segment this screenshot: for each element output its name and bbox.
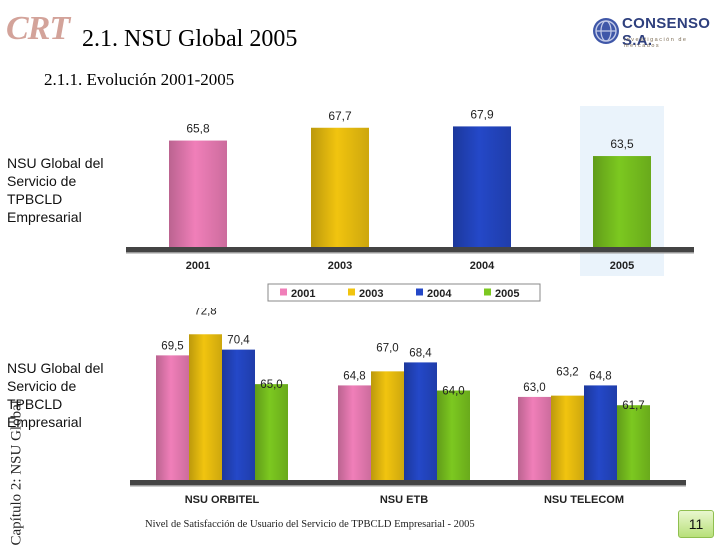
crt-logo: CRT [6, 10, 70, 47]
legend-swatch-2004 [416, 288, 423, 296]
bar-value-label-nsu-telecom-2005: 61,7 [622, 400, 644, 412]
bar-nsu-orbitel-2001 [156, 355, 189, 480]
operator-chart: 69,5 72,8 70,4 65,0 NSU ORBITEL 64,8 67,0 68,4 6… [130, 308, 686, 506]
consenso-globe-icon [593, 18, 619, 44]
x-tick-label-2004: 2004 [470, 260, 495, 272]
bar-2005 [593, 156, 651, 247]
legend-label-2004: 2004 [427, 288, 452, 300]
x-axis-baseline [130, 480, 686, 485]
footer-text: Nivel de Satisfacción de Usuario del Ser… [145, 519, 475, 530]
bar-nsu-telecom-2003 [551, 395, 584, 480]
page-title: 2.1. NSU Global 2005 [82, 26, 298, 52]
top-chart-side-label: NSU Global del Servicio de TPBCLD Empres… [7, 155, 104, 225]
bar-nsu-etb-2003 [371, 371, 404, 480]
consenso-logo-name: CONSENSO S.A. [622, 15, 711, 49]
bar-nsu-telecom-2004 [584, 385, 617, 480]
bar-value-label-2001: 65,8 [186, 122, 210, 136]
bar-value-label-nsu-telecom-2003: 63,2 [556, 367, 578, 379]
bar-value-label-nsu-orbitel-2005: 65,0 [260, 379, 282, 391]
bar-value-label-nsu-telecom-2004: 64,8 [589, 370, 611, 382]
page-subtitle: 2.1.1. Evolución 2001-2005 [44, 70, 235, 89]
bar-nsu-etb-2004 [404, 362, 437, 480]
x-tick-label-2003: 2003 [328, 260, 352, 272]
x-tick-label-2001: 2001 [186, 260, 210, 272]
consenso-logo [593, 18, 619, 44]
legend-label-2003: 2003 [359, 288, 383, 300]
legend-swatch-2003 [348, 288, 355, 296]
bar-value-label-2003: 67,7 [328, 109, 352, 123]
bar-value-label-nsu-etb-2004: 68,4 [409, 347, 432, 359]
x-axis-baseline-shadow [130, 485, 686, 487]
bar-2003 [311, 127, 369, 247]
legend: 2001 2003 2004 2005 [267, 283, 541, 302]
bar-value-label-2004: 67,9 [470, 107, 494, 121]
legend-label-2001: 2001 [291, 288, 315, 300]
x-axis-baseline [126, 247, 694, 252]
bar-nsu-etb-2005 [437, 390, 470, 480]
x-tick-label-2005: 2005 [610, 260, 634, 272]
chapter-label: Capítulo 2: NSU Global [8, 400, 25, 546]
consenso-logo-tagline: investigación de mercados [624, 37, 688, 49]
bar-nsu-orbitel-2005 [255, 384, 288, 480]
bar-2004 [453, 126, 511, 247]
bar-nsu-orbitel-2003 [189, 334, 222, 480]
bar-value-label-nsu-etb-2003: 67,0 [376, 342, 398, 354]
page-number: 11 [678, 510, 714, 538]
legend-label-2005: 2005 [495, 288, 519, 300]
bar-nsu-orbitel-2004 [222, 349, 255, 480]
bar-value-label-nsu-etb-2001: 64,8 [343, 370, 365, 382]
bar-nsu-telecom-2001 [518, 396, 551, 480]
bar-2001 [169, 140, 227, 247]
bar-value-label-nsu-orbitel-2003: 72,8 [194, 308, 216, 317]
bottom-chart-side-label: NSU Global del Servicio de TPBCLD Empres… [7, 360, 104, 430]
bar-nsu-etb-2001 [338, 385, 371, 480]
bar-value-label-2005: 63,5 [610, 137, 634, 151]
bar-value-label-nsu-orbitel-2001: 69,5 [161, 340, 183, 352]
bar-value-label-nsu-orbitel-2004: 70,4 [227, 335, 250, 347]
bar-value-label-nsu-telecom-2001: 63,0 [523, 382, 545, 394]
bar-nsu-telecom-2005 [617, 405, 650, 480]
x-tick-label-nsu-telecom: NSU TELECOM [544, 494, 624, 506]
evolution-chart: 65,8 2001 67,7 2003 67,9 2004 63,5 2005 2001 2003… [126, 106, 694, 302]
x-axis-baseline-shadow [126, 252, 694, 254]
x-tick-label-nsu-etb: NSU ETB [380, 494, 428, 506]
legend-swatch-2005 [484, 288, 491, 296]
legend-box [267, 283, 541, 302]
bar-value-label-nsu-etb-2005: 64,0 [442, 386, 464, 398]
x-tick-label-nsu-orbitel: NSU ORBITEL [185, 494, 260, 506]
legend-swatch-2001 [280, 288, 287, 296]
